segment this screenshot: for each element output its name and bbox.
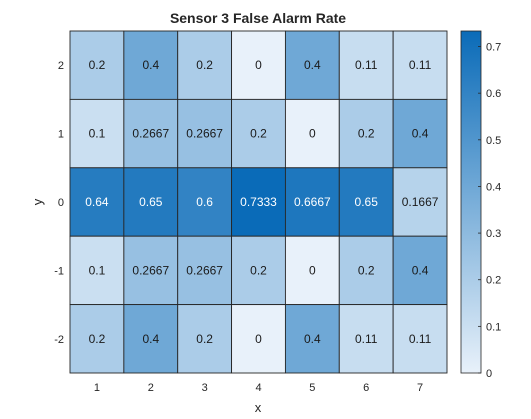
cell-value-label: 0.2667 (132, 127, 169, 141)
x-tick-label: 5 (309, 382, 315, 394)
cell-value-label: 0.2 (89, 332, 106, 346)
heatmap-cell (284, 167, 340, 237)
heatmap-cell (231, 167, 286, 237)
cell-value-label: 0.2 (89, 58, 106, 72)
heatmap-cell (69, 304, 125, 374)
colorbar-tick-label: 0.2 (486, 275, 501, 287)
cell-value-label: 0.1667 (402, 195, 439, 209)
cell-value-label: 0.2 (250, 263, 267, 277)
colorbar-tick-label: 0.3 (486, 228, 501, 240)
colorbar-tick-label: 0.1 (486, 321, 501, 333)
heatmap-cell (392, 304, 448, 374)
x-tick-labels: 1 2 3 4 5 6 7 (94, 382, 423, 394)
y-tick-label: -1 (54, 265, 64, 277)
heatmap-cell (338, 304, 394, 374)
heatmap-cell (69, 30, 125, 100)
y-tick-label: 0 (58, 197, 64, 209)
x-tick-label: 1 (94, 382, 100, 394)
cell-value-label: 0.4 (142, 332, 159, 346)
colorbar (460, 30, 482, 374)
cell-value-label: 0.11 (355, 332, 378, 346)
heatmap-cell (338, 167, 394, 237)
colorbar-tick-label: 0.5 (486, 135, 501, 147)
cell-value-label: 0.2 (196, 58, 213, 72)
x-tick-label: 3 (202, 382, 208, 394)
cell-value-label: 0.11 (409, 332, 432, 346)
cell-value-label: 0.6 (196, 195, 213, 209)
colorbar-tick-label: 0.7 (486, 42, 501, 54)
heatmap-cell (284, 98, 340, 169)
cell-value-label: 0.7333 (240, 195, 277, 209)
chart-title: Sensor 3 False Alarm Rate (170, 10, 346, 26)
y-tick-label: 1 (58, 129, 64, 141)
cell-value-label: 0.2667 (132, 263, 169, 277)
heatmap-cell (231, 30, 286, 100)
x-tick-label: 2 (148, 382, 154, 394)
heatmap-cell (392, 167, 448, 237)
cell-value-label: 0.1 (89, 127, 106, 141)
heatmap-cell (338, 235, 394, 306)
heatmap-cell (177, 98, 233, 169)
colorbar-tick-label: 0.4 (486, 181, 501, 193)
cell-value-label: 0.11 (355, 58, 378, 72)
cell-value-label: 0.4 (304, 332, 321, 346)
cell-value-label: 0.2 (358, 127, 375, 141)
heatmap-cell (392, 98, 448, 169)
cell-value-label: 0.2667 (186, 127, 223, 141)
heatmap-cell (231, 235, 286, 306)
colorbar-tick-label: 0 (486, 368, 492, 380)
heatmap-cell (392, 235, 448, 306)
x-tick-label: 7 (417, 382, 423, 394)
cell-value-label: 0.4 (412, 263, 429, 277)
cell-value-label: 0 (255, 58, 262, 72)
y-tick-labels: 2 1 0 -1 -2 (54, 60, 64, 346)
y-axis-label: y (30, 198, 45, 205)
cell-value-label: 0.4 (412, 127, 429, 141)
colorbar-ticks: 0 0.1 0.2 0.3 0.4 0.5 0.6 0.7 (478, 42, 501, 380)
cell-value-label: 0.2667 (186, 263, 223, 277)
heatmap-cell (123, 235, 179, 306)
cell-value-label: 0.65 (355, 195, 379, 209)
y-tick-label: -2 (54, 334, 64, 346)
cell-value-label: 0.4 (142, 58, 159, 72)
cell-value-label: 0.2 (196, 332, 213, 346)
colorbar-tick-label: 0.6 (486, 88, 501, 100)
heatmap-cell (177, 304, 233, 374)
heatmap-cell (69, 98, 125, 169)
y-tick-label: 2 (58, 60, 64, 72)
heatmap-cell (177, 167, 233, 237)
x-tick-label: 6 (363, 382, 369, 394)
cell-value-label: 0.4 (304, 58, 321, 72)
cell-value-label: 0.1 (89, 263, 106, 277)
heatmap-cells: 0.2 0.4 0.2 0 0.4 0.11 0.11 0.1 0.2667 0.2667 0.2 0… (69, 30, 448, 374)
heatmap-cell (69, 235, 125, 306)
cell-value-label: 0.2 (358, 263, 375, 277)
heatmap-cell (123, 30, 179, 100)
x-axis-label: x (255, 400, 262, 415)
cell-value-label: 0.6667 (294, 195, 331, 209)
heatmap-cell (338, 30, 394, 100)
cell-value-label: 0.65 (139, 195, 163, 209)
cell-value-label: 0.2 (250, 127, 267, 141)
cell-value-label: 0 (309, 127, 316, 141)
cell-value-label: 0.64 (85, 195, 109, 209)
cell-value-label: 0 (255, 332, 262, 346)
heatmap-cell (123, 167, 179, 237)
cell-value-label: 0.11 (409, 58, 432, 72)
heatmap-cell (177, 30, 233, 100)
x-tick-label: 4 (255, 382, 261, 394)
cell-value-label: 0 (309, 263, 316, 277)
